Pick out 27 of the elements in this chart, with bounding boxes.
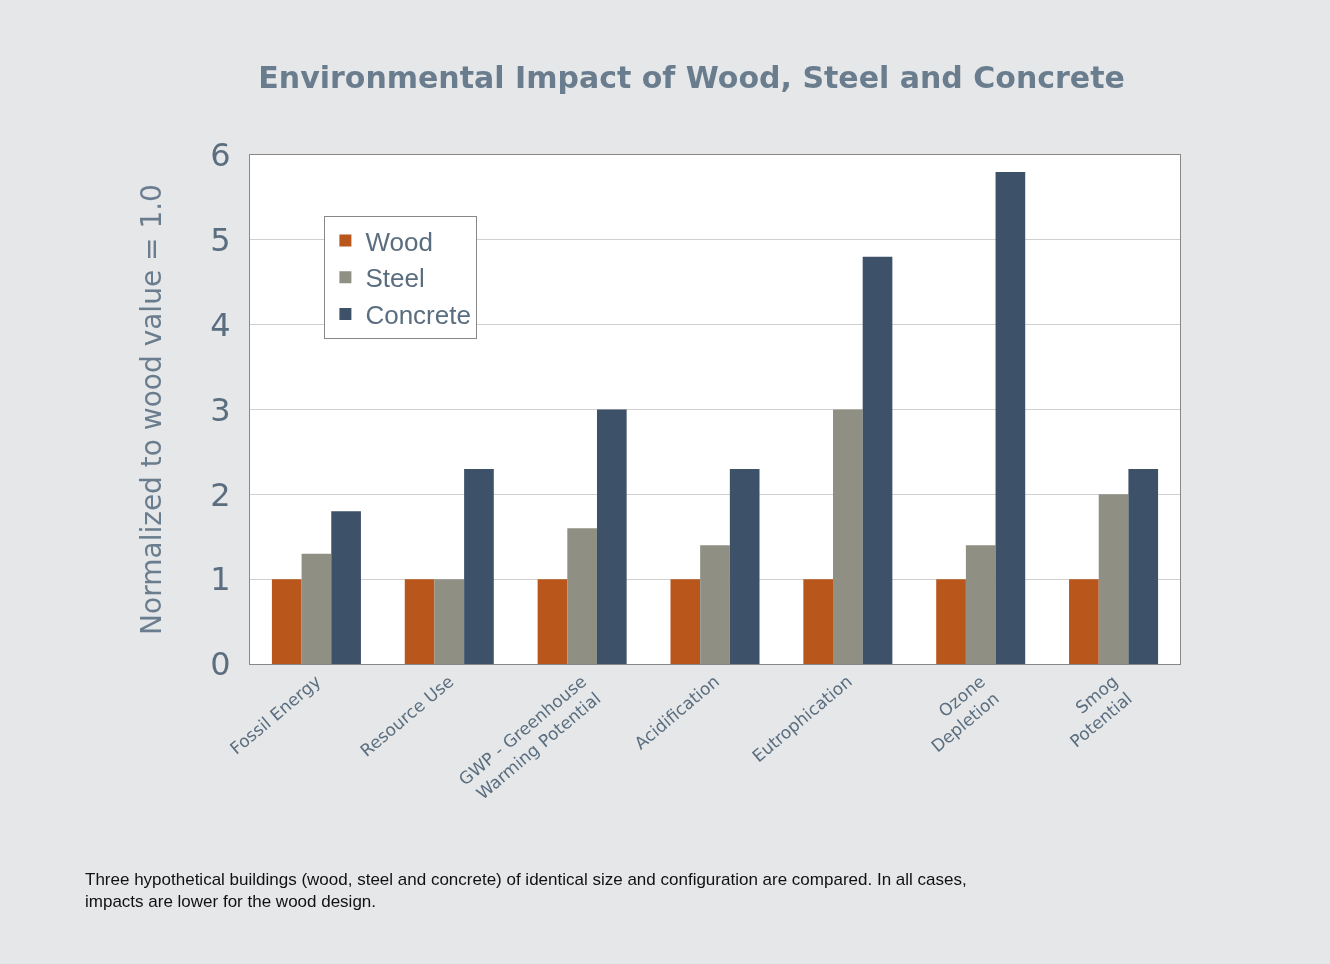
bar <box>271 579 302 664</box>
legend-label: Concrete <box>365 300 471 331</box>
bar <box>670 579 701 664</box>
text: Three hypothetical buildings (wood, steel and concrete) of identical size and configuration are compared. In all cases, impacts are lower for the wood design. <box>85 870 967 912</box>
bar <box>464 468 494 664</box>
bar <box>404 579 435 664</box>
y-axis-title: Normalized to wood value = 1.0 <box>134 184 168 635</box>
bar <box>803 579 834 664</box>
y-tick-label: 0 <box>210 645 231 684</box>
y-tick-label: 5 <box>210 221 231 260</box>
y-tick-label: 1 <box>210 560 231 599</box>
bar <box>729 468 760 664</box>
y-tick-label: 4 <box>210 305 231 344</box>
bar <box>862 256 893 664</box>
y-tick-label: 2 <box>210 475 231 514</box>
y-tick-label: 6 <box>210 136 231 175</box>
legend-label: Steel <box>365 263 425 294</box>
bar <box>1128 468 1159 664</box>
bar <box>936 579 966 664</box>
bar <box>331 511 361 664</box>
bar <box>995 171 1026 664</box>
y-tick-label: 3 <box>210 390 231 429</box>
legend-label: Wood <box>365 226 433 257</box>
bar <box>1069 579 1099 664</box>
chart-title: Environmental Impact of Wood, Steel and Concrete <box>258 60 1125 96</box>
bar <box>537 579 568 664</box>
bar <box>596 409 627 664</box>
